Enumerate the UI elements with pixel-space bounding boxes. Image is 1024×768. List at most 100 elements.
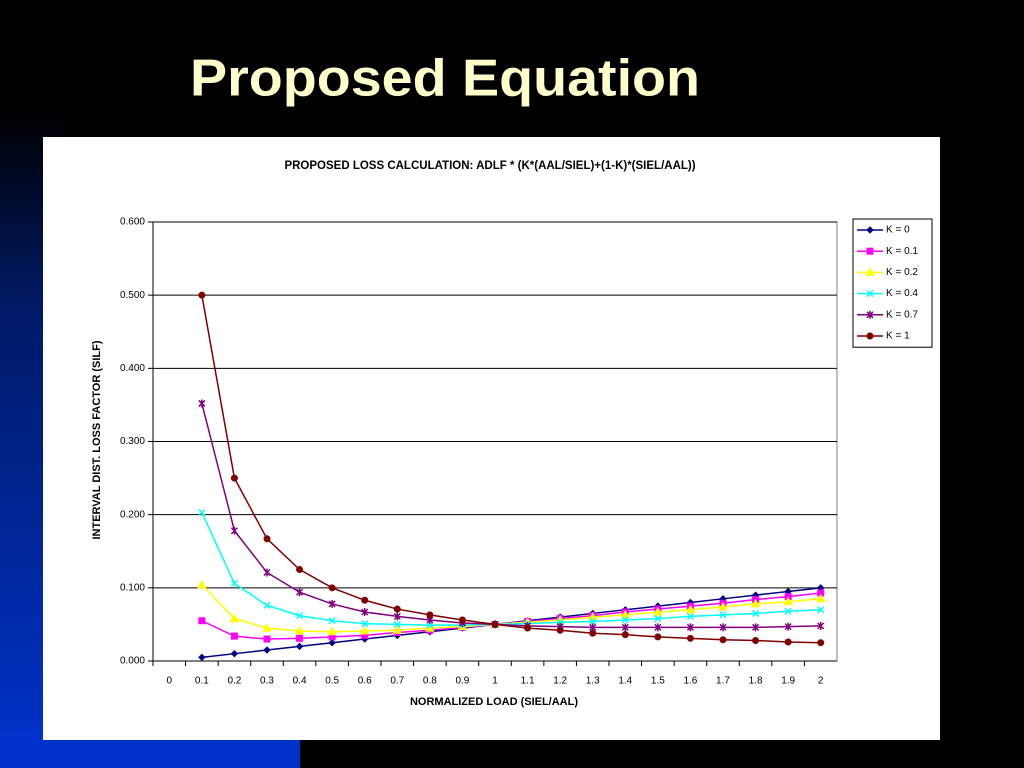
y-tick-label: 0.400 xyxy=(120,363,145,374)
x-tick-label: 0.9 xyxy=(455,676,469,687)
x-tick-label: 1.8 xyxy=(749,676,763,687)
data-point xyxy=(817,621,825,630)
x-tick-label: 0.5 xyxy=(325,676,339,687)
data-point xyxy=(198,291,206,299)
data-point xyxy=(784,607,792,615)
slide-title: Proposed Equation xyxy=(190,50,700,108)
data-point xyxy=(817,639,825,647)
data-point xyxy=(654,633,662,641)
x-tick-label: 1.9 xyxy=(781,676,795,687)
y-axis-label: INTERVAL DIST. LOSS FACTOR (SILF) xyxy=(91,340,103,539)
legend-marker xyxy=(866,332,874,340)
x-tick-label: 0.4 xyxy=(293,676,307,687)
y-tick-label: 0.300 xyxy=(120,436,145,447)
data-point xyxy=(784,638,792,646)
data-point xyxy=(491,620,499,628)
data-point xyxy=(361,607,369,616)
x-tick-label: 0.1 xyxy=(195,676,209,687)
data-point xyxy=(752,637,760,645)
data-point xyxy=(263,635,271,643)
data-point xyxy=(686,612,694,620)
data-point xyxy=(295,642,304,651)
series-line xyxy=(201,295,821,644)
data-point xyxy=(426,621,434,629)
data-point xyxy=(263,535,271,543)
y-tick-label: 0.100 xyxy=(120,582,145,593)
data-point xyxy=(719,611,727,619)
data-point xyxy=(327,626,338,636)
data-point xyxy=(589,617,597,626)
data-point xyxy=(815,593,826,603)
legend-marker xyxy=(865,267,875,276)
data-point xyxy=(230,632,238,640)
data-point xyxy=(752,609,760,617)
legend-marker xyxy=(866,247,874,255)
data-point xyxy=(296,612,304,620)
data-point xyxy=(719,636,727,644)
data-point xyxy=(230,579,238,587)
legend-marker xyxy=(866,310,874,319)
data-point xyxy=(328,599,336,608)
series-line xyxy=(201,512,821,626)
data-point xyxy=(359,625,370,635)
data-point xyxy=(426,611,434,619)
x-tick-label: 1.4 xyxy=(618,676,632,687)
data-point xyxy=(587,612,598,621)
data-point xyxy=(196,579,207,589)
data-point xyxy=(328,584,336,592)
data-point xyxy=(229,613,240,623)
data-point xyxy=(393,605,401,613)
data-point xyxy=(686,623,694,632)
legend-label: K = 0.1 xyxy=(886,246,918,257)
x-tick-label: 0.3 xyxy=(260,676,274,687)
data-point xyxy=(654,615,662,623)
data-point xyxy=(296,566,304,574)
data-point xyxy=(230,526,238,535)
x-tick-label: 1.3 xyxy=(586,676,600,687)
data-point xyxy=(328,617,336,625)
chart-title: PROPOSED LOSS CALCULATION: ADLF * (K*(AA… xyxy=(284,160,695,172)
data-point xyxy=(294,625,305,635)
y-tick-label: 0.500 xyxy=(120,290,145,301)
x-tick-label: 1 xyxy=(492,676,498,687)
data-point xyxy=(556,626,564,634)
data-point xyxy=(458,616,466,624)
data-point xyxy=(328,639,336,647)
x-tick-label: 0.6 xyxy=(358,676,372,687)
data-point xyxy=(686,634,694,642)
x-tick-label: 1.7 xyxy=(716,676,730,687)
legend-marker xyxy=(866,226,874,234)
series-line xyxy=(201,403,821,629)
x-tick-label: 0.2 xyxy=(227,676,241,687)
legend-label: K = 1 xyxy=(886,331,910,342)
data-point xyxy=(263,601,271,609)
data-point xyxy=(589,629,597,637)
y-tick-label: 0.000 xyxy=(120,656,145,667)
data-point xyxy=(621,623,629,632)
x-tick-label: 0.7 xyxy=(390,676,404,687)
legend-box xyxy=(852,218,933,348)
data-point xyxy=(296,588,304,597)
data-point xyxy=(198,399,206,408)
data-point xyxy=(621,616,629,624)
y-tick-label: 0.600 xyxy=(120,217,145,228)
legend-label: K = 0.7 xyxy=(886,309,918,320)
x-tick-label: 1.5 xyxy=(651,676,665,687)
x-tick-label: 0 xyxy=(167,676,173,687)
data-point xyxy=(654,623,662,632)
legend-label: K = 0 xyxy=(886,225,910,236)
data-point xyxy=(198,617,206,625)
data-point xyxy=(750,598,761,608)
plot: 0.000 0.100 0.200 0.300 0.400 0.500 0.600 0 0.1 0… xyxy=(120,217,933,687)
data-point xyxy=(393,620,401,628)
x-axis-label: NORMALIZED LOAD (SIEL/AAL) xyxy=(410,696,578,708)
data-point xyxy=(620,609,631,619)
data-point xyxy=(263,568,271,577)
data-point xyxy=(652,606,663,616)
data-point xyxy=(230,649,239,658)
data-point xyxy=(392,625,403,634)
data-point xyxy=(817,606,825,614)
data-point xyxy=(524,624,532,632)
x-tick-label: 0.8 xyxy=(423,676,437,687)
